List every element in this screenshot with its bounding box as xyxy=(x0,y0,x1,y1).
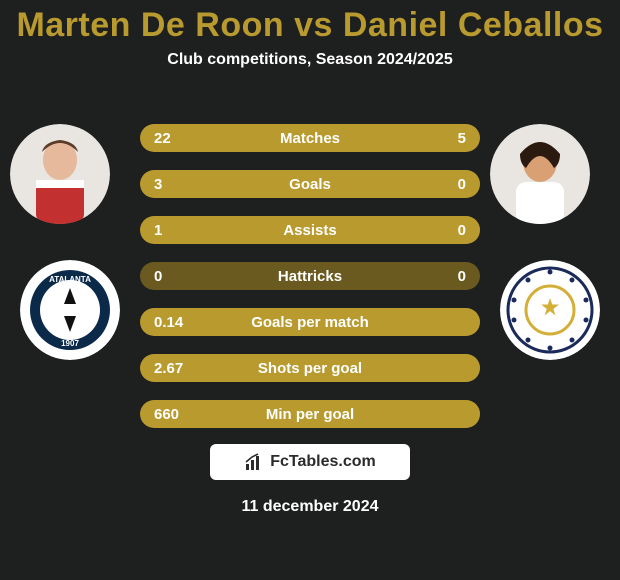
stat-label: Shots per goal xyxy=(200,360,420,377)
stat-label: Goals xyxy=(200,176,420,193)
svg-text:1907: 1907 xyxy=(61,339,79,348)
stat-row: 3Goals0 xyxy=(140,170,480,198)
stat-label: Goals per match xyxy=(200,314,420,331)
svg-text:ATALANTA: ATALANTA xyxy=(49,275,91,284)
stat-value-right: 0 xyxy=(420,268,480,285)
stat-label: Hattricks xyxy=(200,268,420,285)
stat-row: 660Min per goal xyxy=(140,400,480,428)
stat-value-left: 1 xyxy=(140,222,200,239)
page-title: Marten De Roon vs Daniel Ceballos xyxy=(0,0,620,45)
stat-row: 0Hattricks0 xyxy=(140,262,480,290)
comparison-infographic: Marten De Roon vs Daniel Ceballos Club c… xyxy=(0,0,620,580)
stat-row: 1Assists0 xyxy=(140,216,480,244)
stat-value-right: 0 xyxy=(420,176,480,193)
stat-value-left: 0 xyxy=(140,268,200,285)
player-left-avatar xyxy=(10,124,110,224)
stat-value-left: 660 xyxy=(140,406,200,423)
chart-icon xyxy=(244,452,264,472)
club-badge-icon: ATALANTA 1907 xyxy=(20,260,120,360)
stat-value-right: 5 xyxy=(420,130,480,147)
stat-value-left: 2.67 xyxy=(140,360,200,377)
stat-row: 0.14Goals per match xyxy=(140,308,480,336)
source-logo: FcTables.com xyxy=(210,444,410,480)
stat-label: Assists xyxy=(200,222,420,239)
stat-value-left: 3 xyxy=(140,176,200,193)
stat-row: 2.67Shots per goal xyxy=(140,354,480,382)
person-icon xyxy=(490,124,590,224)
person-icon xyxy=(10,124,110,224)
stat-row: 22Matches5 xyxy=(140,124,480,152)
club-right-badge xyxy=(500,260,600,360)
stat-value-left: 22 xyxy=(140,130,200,147)
source-logo-text: FcTables.com xyxy=(270,453,376,471)
player-right-avatar xyxy=(490,124,590,224)
page-subtitle: Club competitions, Season 2024/2025 xyxy=(0,51,620,69)
stat-label: Min per goal xyxy=(200,406,420,423)
club-badge-icon xyxy=(500,260,600,360)
club-left-badge: ATALANTA 1907 xyxy=(20,260,120,360)
stat-value-right: 0 xyxy=(420,222,480,239)
stat-label: Matches xyxy=(200,130,420,147)
stats-bars: 22Matches53Goals01Assists00Hattricks00.1… xyxy=(140,124,480,446)
stat-value-left: 0.14 xyxy=(140,314,200,331)
footer-date: 11 december 2024 xyxy=(0,498,620,516)
